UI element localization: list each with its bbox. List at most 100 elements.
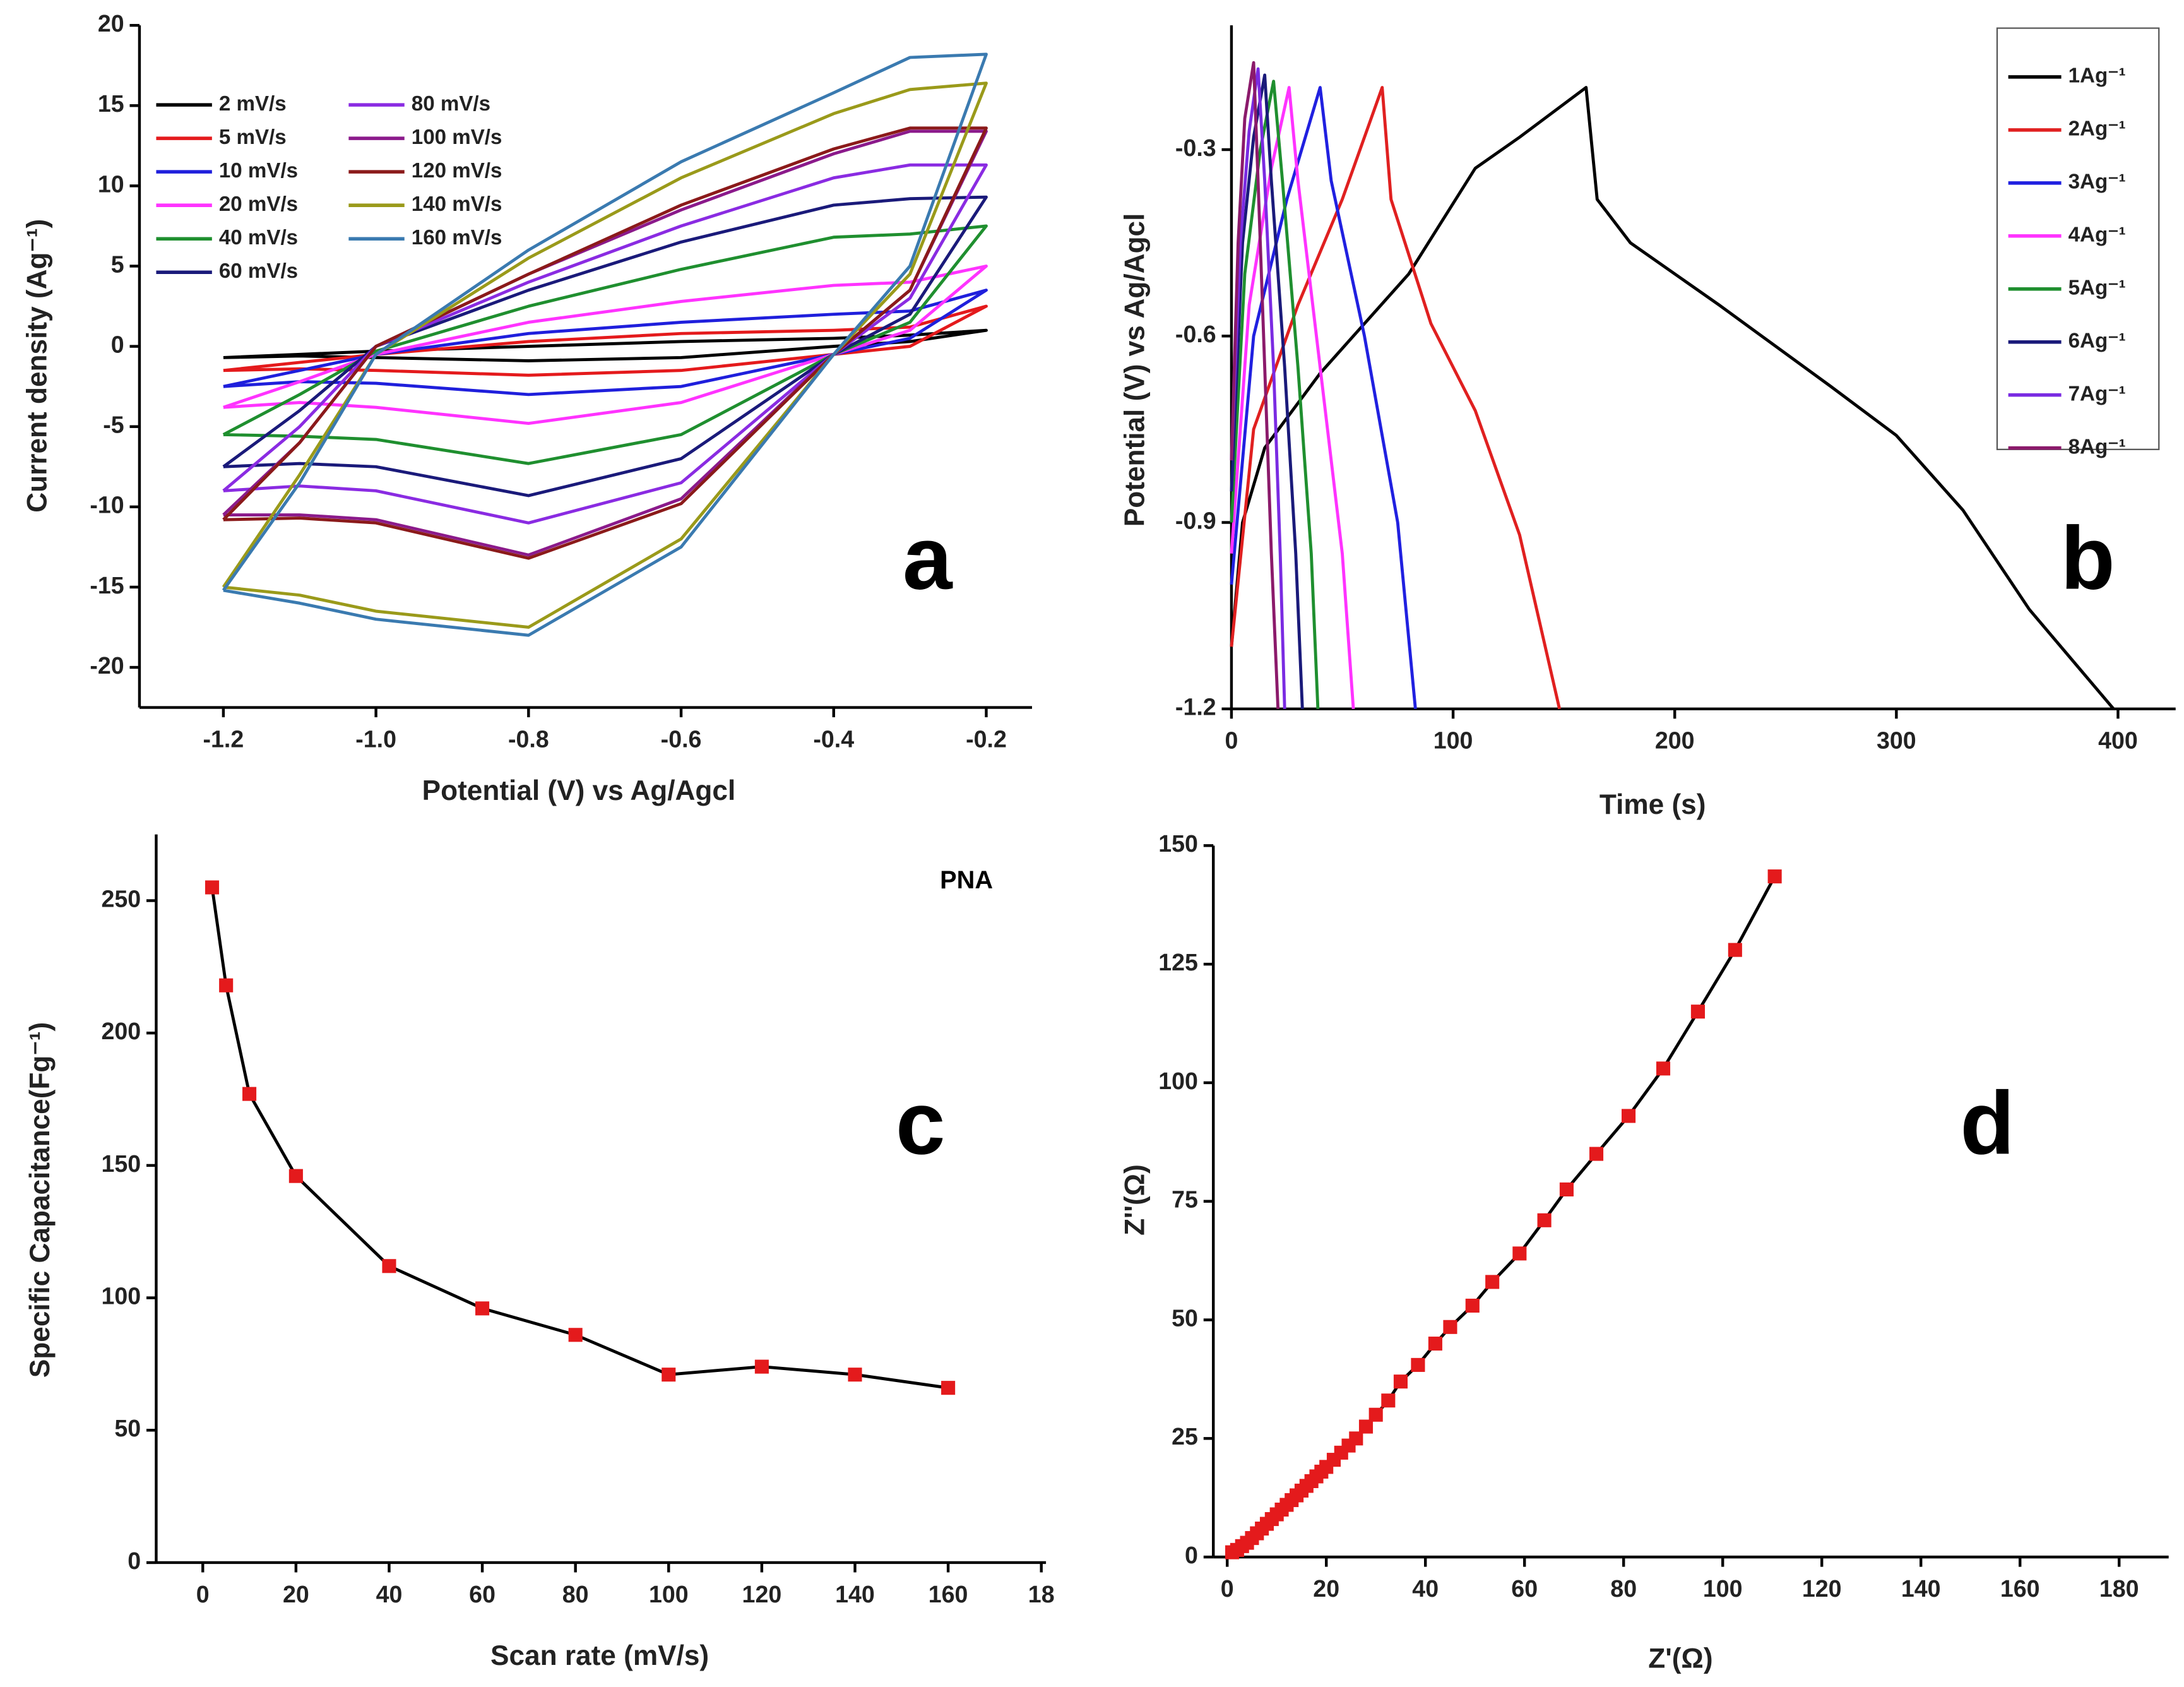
x-axis-label: Potential (V) vs Ag/Agcl [422, 775, 736, 806]
legend-label: 20 mV/s [219, 193, 298, 216]
annotation: d [1960, 1073, 2014, 1172]
x-axis-label: Z'(Ω) [1648, 1643, 1712, 1674]
legend-label: 120 mV/s [412, 159, 502, 182]
y-tick-label: 75 [1172, 1186, 1198, 1213]
x-tick-label: -0.2 [966, 726, 1007, 753]
x-tick-label: 18 [1028, 1581, 1055, 1607]
series-line [1230, 86, 1355, 709]
data-marker [754, 1359, 769, 1374]
data-marker [1537, 1213, 1552, 1227]
data-marker [848, 1368, 862, 1382]
x-tick-label: 60 [1511, 1575, 1538, 1602]
y-tick-label: -0.3 [1175, 134, 1216, 161]
data-marker [1656, 1061, 1671, 1076]
x-tick-label: 180 [2099, 1575, 2139, 1602]
data-marker [1622, 1109, 1636, 1123]
legend-label: 100 mV/s [412, 126, 502, 149]
x-tick-label: 40 [1412, 1575, 1439, 1602]
legend-label: 160 mV/s [412, 226, 502, 249]
y-tick-label: 125 [1158, 949, 1198, 975]
data-line [210, 887, 949, 1390]
y-axis-label: Potential (V) vs Ag/Agcl [1119, 213, 1150, 527]
y-tick-label: 50 [1172, 1304, 1198, 1331]
y-tick-label: -20 [90, 652, 124, 679]
series-line [222, 195, 988, 498]
y-tick-label: 0 [111, 331, 124, 358]
legend-label: 2Ag⁻¹ [2068, 117, 2126, 141]
data-marker [1349, 1431, 1363, 1446]
data-marker [1465, 1298, 1480, 1313]
x-axis-label: Time (s) [1599, 789, 1706, 820]
legend-label: 8Ag⁻¹ [2068, 435, 2126, 458]
y-axis-label: Z''(Ω) [1119, 1164, 1150, 1236]
y-tick-label: 10 [98, 170, 124, 197]
x-tick-label: 100 [1703, 1575, 1743, 1602]
x-tick-label: 20 [1313, 1575, 1339, 1602]
annotation: a [903, 508, 953, 608]
legend-label: 10 mV/s [219, 159, 298, 182]
data-marker [1690, 1004, 1705, 1019]
series-line [1230, 80, 1320, 709]
data-marker [1381, 1393, 1396, 1408]
y-tick-label: -1.2 [1175, 694, 1216, 720]
legend-label: 40 mV/s [219, 226, 298, 249]
x-tick-label: 300 [1877, 727, 1916, 754]
series-line [1230, 86, 1417, 710]
y-tick-label: -5 [103, 412, 124, 438]
data-marker [382, 1259, 396, 1273]
x-tick-label: 140 [835, 1581, 875, 1607]
x-tick-label: 0 [196, 1581, 210, 1607]
y-tick-label: 5 [111, 251, 124, 277]
data-marker [1358, 1419, 1374, 1434]
data-marker [1559, 1182, 1574, 1196]
data-marker [1728, 943, 1742, 957]
series-line [1230, 86, 2115, 710]
data-marker [1443, 1320, 1457, 1334]
y-tick-label: 20 [98, 10, 124, 37]
series-line [1230, 73, 1304, 709]
x-tick-label: 200 [1655, 727, 1695, 754]
legend-label: 60 mV/s [219, 259, 298, 283]
x-tick-label: -1.0 [355, 726, 396, 753]
data-marker [1589, 1147, 1604, 1161]
x-tick-label: 40 [376, 1581, 403, 1607]
x-tick-label: -0.8 [508, 726, 549, 753]
data-marker [941, 1381, 956, 1395]
series-line [222, 81, 988, 629]
series-line [1230, 61, 1280, 709]
legend-label: 80 mV/s [412, 92, 490, 116]
x-tick-label: 0 [1221, 1575, 1234, 1602]
y-tick-label: 100 [101, 1282, 141, 1309]
legend-label: 2 mV/s [219, 92, 287, 116]
x-tick-label: 140 [1901, 1575, 1941, 1602]
legend-label: 1Ag⁻¹ [2068, 64, 2126, 88]
legend-label: 7Ag⁻¹ [2068, 382, 2126, 405]
x-tick-label: -0.4 [813, 726, 854, 753]
data-line [1231, 875, 1776, 1554]
y-tick-label: 0 [1185, 1542, 1198, 1568]
data-marker [1512, 1246, 1527, 1261]
data-marker [1411, 1357, 1425, 1372]
x-tick-label: 160 [929, 1581, 968, 1607]
y-tick-label: 250 [101, 885, 141, 912]
data-marker [662, 1368, 676, 1382]
y-tick-label: -15 [90, 572, 124, 599]
x-tick-label: 80 [1610, 1575, 1637, 1602]
x-tick-label: -0.6 [661, 726, 702, 753]
x-tick-label: 100 [1433, 727, 1473, 754]
series-line [222, 52, 988, 637]
x-tick-label: 160 [2000, 1575, 2040, 1602]
data-marker [205, 880, 220, 895]
x-tick-label: 80 [562, 1581, 589, 1607]
data-marker [1767, 869, 1782, 884]
data-marker [568, 1328, 583, 1342]
series-line [1230, 67, 1286, 709]
legend-label: 140 mV/s [412, 193, 502, 216]
data-marker [1485, 1275, 1500, 1289]
y-tick-label: 0 [128, 1547, 141, 1574]
series-line [222, 224, 988, 465]
y-tick-label: 15 [98, 90, 124, 117]
data-marker [1368, 1407, 1383, 1422]
y-tick-label: 150 [101, 1150, 141, 1177]
y-tick-label: 200 [101, 1018, 141, 1044]
